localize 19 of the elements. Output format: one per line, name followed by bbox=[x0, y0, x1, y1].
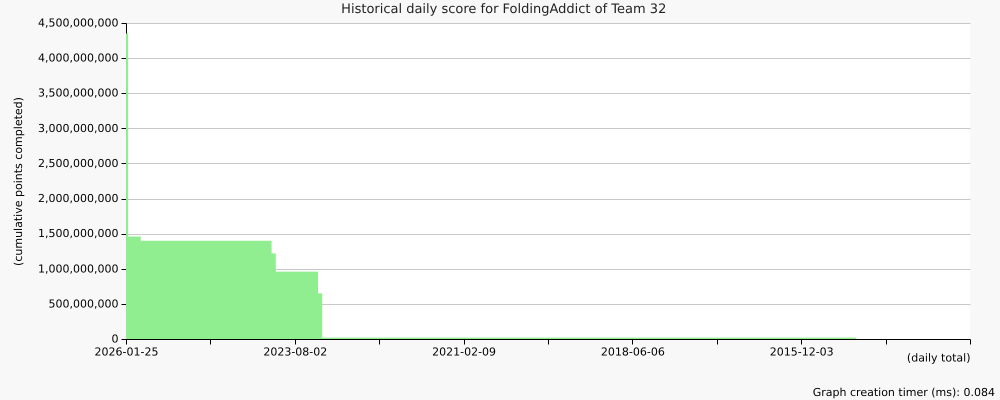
x-tick-label: 2026-01-25 bbox=[94, 346, 158, 358]
chart-title: Historical daily score for FoldingAddict of Team 32 bbox=[341, 2, 666, 17]
x-axis-title: (daily total) bbox=[906, 352, 970, 364]
y-tick-label: 2,000,000,000 bbox=[38, 192, 118, 206]
y-tick-label: 3,500,000,000 bbox=[38, 86, 118, 100]
y-tick-label: 500,000,000 bbox=[48, 297, 118, 310]
y-tick-label: 0 bbox=[112, 332, 118, 346]
y-axis-title: (cumulative points completed) bbox=[12, 97, 26, 266]
y-tick-label: 1,000,000,000 bbox=[38, 262, 118, 276]
y-tick-label: 1,500,000,000 bbox=[38, 227, 118, 240]
x-tick-label: 2015-12-03 bbox=[770, 346, 834, 358]
y-tick-label: 4,000,000,000 bbox=[38, 52, 118, 65]
x-tick-label: 2021-02-09 bbox=[432, 346, 496, 358]
y-tick-label: 3,000,000,000 bbox=[38, 122, 118, 135]
y-tick-label: 2,500,000,000 bbox=[38, 156, 118, 170]
x-tick-label: 2018-06-06 bbox=[600, 346, 665, 358]
y-tick-label: 4,500,000,000 bbox=[38, 16, 118, 30]
text: Graph creation timer (ms): 0.084 bbox=[812, 386, 995, 399]
x-tick-label: 2023-08-02 bbox=[263, 346, 328, 358]
